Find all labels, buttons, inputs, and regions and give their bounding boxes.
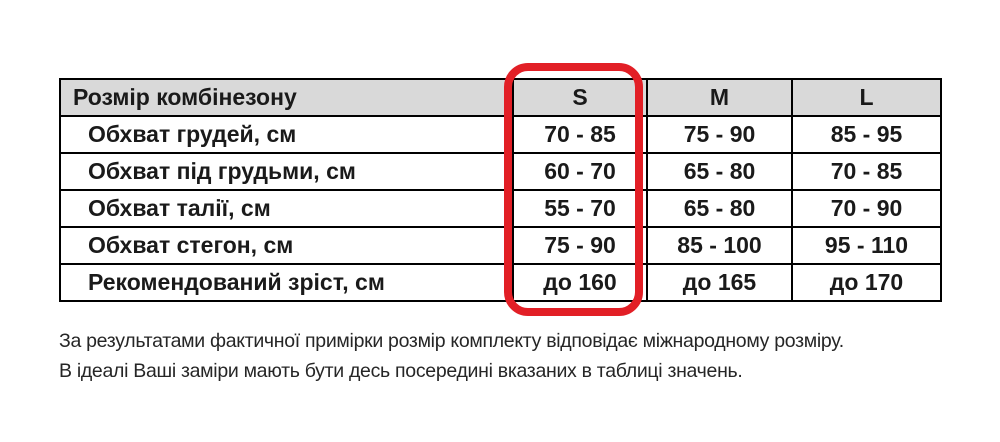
cell-l: 95 - 110 <box>791 226 942 265</box>
cell-l: 70 - 90 <box>791 189 942 228</box>
cell-m: до 165 <box>646 263 793 302</box>
footnote: За результатами фактичної примірки розмі… <box>59 326 959 386</box>
table-row: Обхват стегон, см 75 - 90 85 - 100 95 - … <box>59 226 942 265</box>
table-title-cell: Розмір комбінезону <box>59 78 514 117</box>
table-row: Обхват під грудьми, см 60 - 70 65 - 80 7… <box>59 152 942 191</box>
column-header-m: M <box>646 78 793 117</box>
cell-m: 75 - 90 <box>646 115 793 154</box>
table-header-row: Розмір комбінезону S M L <box>59 78 942 117</box>
table-row: Обхват талії, см 55 - 70 65 - 80 70 - 90 <box>59 189 942 228</box>
size-table: Розмір комбінезону S M L Обхват грудей, … <box>59 78 942 302</box>
cell-m: 65 - 80 <box>646 152 793 191</box>
table-row: Рекомендований зріст, см до 160 до 165 д… <box>59 263 942 302</box>
row-label: Обхват стегон, см <box>59 226 514 265</box>
cell-s: 60 - 70 <box>512 152 648 191</box>
cell-s: 55 - 70 <box>512 189 648 228</box>
row-label: Обхват талії, см <box>59 189 514 228</box>
footnote-line-2: В ідеалі Ваші заміри мають бути десь пос… <box>59 360 743 382</box>
table-row: Обхват грудей, см 70 - 85 75 - 90 85 - 9… <box>59 115 942 154</box>
cell-l: 85 - 95 <box>791 115 942 154</box>
cell-l: 70 - 85 <box>791 152 942 191</box>
cell-m: 65 - 80 <box>646 189 793 228</box>
row-label: Рекомендований зріст, см <box>59 263 514 302</box>
footnote-line-1: За результатами фактичної примірки розмі… <box>59 330 844 352</box>
row-label: Обхват грудей, см <box>59 115 514 154</box>
cell-m: 85 - 100 <box>646 226 793 265</box>
cell-s: 70 - 85 <box>512 115 648 154</box>
column-header-l: L <box>791 78 942 117</box>
row-label: Обхват під грудьми, см <box>59 152 514 191</box>
cell-s: до 160 <box>512 263 648 302</box>
cell-s: 75 - 90 <box>512 226 648 265</box>
column-header-s: S <box>512 78 648 117</box>
cell-l: до 170 <box>791 263 942 302</box>
